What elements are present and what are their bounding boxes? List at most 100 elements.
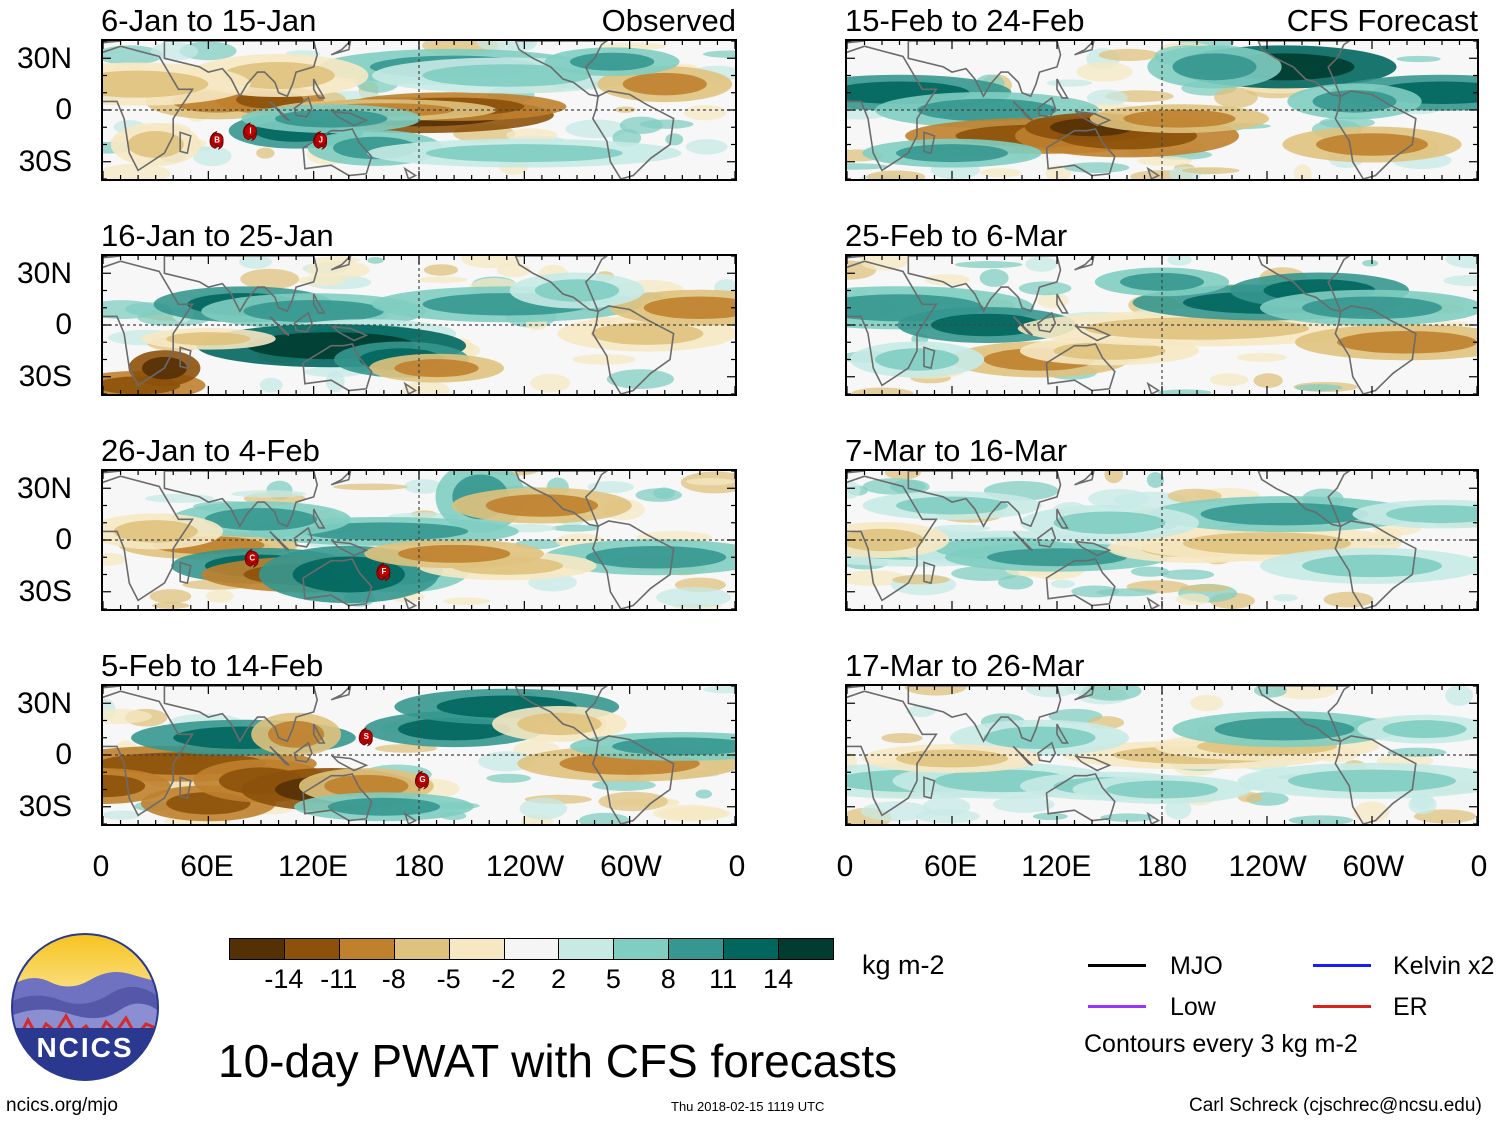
- anomaly-contour: [416, 276, 468, 284]
- colorbar-tick-label: -11: [320, 964, 358, 994]
- lon-label: 120E: [277, 850, 349, 883]
- coastline: [847, 260, 938, 387]
- anomaly-contour: [1167, 256, 1192, 266]
- lat-label: 30N: [16, 257, 72, 290]
- colorbar-swatch: [338, 938, 395, 960]
- pwat-anomaly-field: [103, 256, 735, 394]
- anomaly-contour: [551, 524, 599, 532]
- anomaly-contour: [884, 471, 921, 480]
- panel-title: 26-Jan to 4-Feb: [101, 433, 320, 468]
- colorbar-tick-label: -8: [381, 964, 406, 994]
- coastline: [403, 811, 418, 824]
- figure-title: 10-day PWAT with CFS forecasts: [218, 1035, 898, 1087]
- coastline: [312, 508, 326, 529]
- colorbar-unit: kg m-2: [862, 950, 945, 980]
- logo-text: NCICS: [36, 1032, 134, 1063]
- anomaly-contour: [268, 720, 325, 748]
- legend-label: MJO: [1170, 952, 1223, 980]
- lat-label: 0: [55, 738, 72, 771]
- anomaly-contour: [1018, 281, 1072, 296]
- coastline: [330, 686, 352, 701]
- anomaly-contour: [1273, 593, 1298, 602]
- lon-label: 120W: [1228, 850, 1307, 883]
- tropical-cyclone-icon: I: [242, 122, 257, 142]
- anomaly-contour: [992, 796, 1055, 813]
- svg-text:B: B: [214, 135, 220, 144]
- anomaly-contour: [1172, 53, 1257, 81]
- coastline: [923, 346, 936, 370]
- anomaly-contour: [1288, 815, 1354, 824]
- anomaly-contour: [1157, 389, 1212, 394]
- coastline: [302, 773, 373, 822]
- anomaly-contour: [639, 119, 694, 129]
- anomaly-contour: [1396, 55, 1441, 63]
- anomaly-contour: [1362, 259, 1379, 267]
- anomaly-contour: [703, 686, 735, 694]
- tropical-cyclone-icon: J: [313, 130, 328, 150]
- coastline: [923, 561, 936, 585]
- anomaly-contour: [695, 789, 713, 799]
- pwat-anomaly-field: [847, 471, 1477, 609]
- anomaly-contour: [530, 373, 571, 393]
- anomaly-contour: [113, 520, 198, 543]
- anomaly-contour: [1050, 579, 1076, 589]
- coastline: [591, 735, 675, 824]
- anomaly-contour: [166, 332, 251, 346]
- anomaly-contour: [685, 478, 735, 486]
- map-panel: [101, 254, 737, 396]
- colorbar-swatch: [283, 938, 340, 960]
- anomaly-contour: [860, 801, 931, 822]
- anomaly-contour: [422, 64, 592, 87]
- svg-text:S: S: [364, 732, 370, 741]
- lat-label: 30N: [16, 42, 72, 75]
- coastline: [403, 166, 418, 179]
- anomaly-contour: [1445, 256, 1477, 269]
- anomaly-contour: [327, 797, 441, 816]
- anomaly-contour: [1076, 62, 1133, 82]
- coastline: [923, 131, 936, 155]
- map-panel: [845, 684, 1479, 826]
- coastline: [179, 561, 192, 585]
- anomaly-contour: [423, 264, 459, 276]
- anomaly-contour: [847, 481, 861, 499]
- anomaly-contour: [653, 804, 727, 822]
- lon-label: 180: [1136, 850, 1188, 883]
- anomaly-contour: [426, 144, 623, 163]
- coastline: [1036, 311, 1057, 333]
- lat-label: 30N: [16, 472, 72, 505]
- lon-label: 60W: [1342, 850, 1405, 883]
- anomaly-contour: [1100, 813, 1156, 822]
- coastline: [312, 723, 326, 744]
- coastline: [591, 520, 675, 609]
- anomaly-contour: [934, 524, 991, 532]
- legend-swatch: [1088, 1005, 1146, 1008]
- pwat-anomaly-field: BIJ: [103, 41, 735, 179]
- anomaly-contour: [585, 546, 727, 569]
- coastline: [1257, 256, 1351, 313]
- coastline: [1074, 325, 1112, 342]
- lon-label: 180: [393, 850, 445, 883]
- anomaly-contour: [1183, 532, 1351, 555]
- coastline: [1056, 293, 1069, 314]
- coastline: [1074, 540, 1112, 557]
- anomaly-contour: [606, 369, 675, 389]
- anomaly-contour: [1025, 256, 1058, 272]
- anomaly-contour: [622, 72, 707, 96]
- lon-label: 0: [728, 850, 746, 883]
- anomaly-contour: [1337, 331, 1477, 354]
- lon-label: 60E: [180, 850, 234, 883]
- anomaly-contour: [896, 496, 1008, 515]
- anomaly-contour: [1165, 799, 1192, 820]
- anomaly-contour: [1046, 79, 1093, 87]
- anomaly-contour: [904, 686, 967, 696]
- anomaly-contour: [980, 168, 1022, 178]
- anomaly-contour: [1175, 593, 1210, 606]
- anomaly-contour: [1353, 801, 1390, 823]
- lon-label: 120E: [1021, 850, 1092, 883]
- coastline: [179, 346, 192, 370]
- coastline: [1074, 110, 1112, 127]
- colorbar-swatch: [613, 938, 670, 960]
- coastline: [163, 686, 319, 743]
- footer-url[interactable]: ncics.org/mjo: [6, 1095, 118, 1116]
- anomaly-contour: [1098, 48, 1159, 61]
